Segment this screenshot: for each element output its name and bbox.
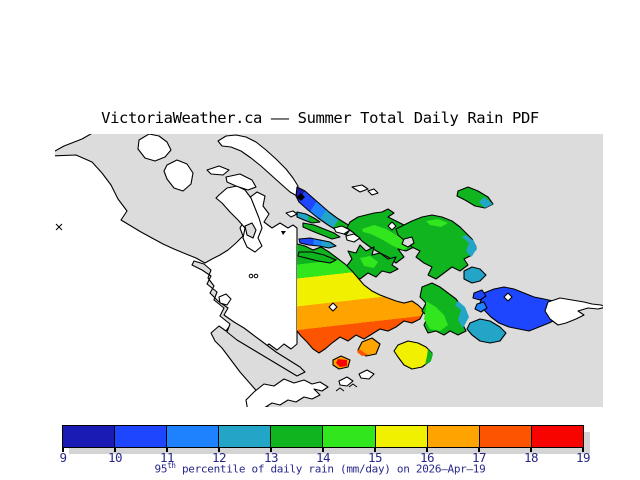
- colorbar-tick-label: 13: [263, 450, 279, 465]
- mark-dot-2: [253, 273, 259, 279]
- peninsula-coast-sliver-green: [297, 251, 337, 264]
- colorbar-tick-label: 18: [523, 450, 539, 465]
- colorbar-tick: [270, 447, 272, 452]
- peninsula-coastline: [296, 243, 425, 354]
- colorbar: [62, 425, 584, 448]
- caption-superscript: th: [167, 461, 176, 470]
- colorbar-segment-c14: [322, 426, 375, 447]
- islet-blue-frag-1: [472, 289, 487, 301]
- inlet-sea-arm: [191, 260, 306, 377]
- mark-chevron-2: [348, 383, 358, 388]
- lake-in-island: [244, 222, 257, 239]
- island-topleft-1: [137, 134, 172, 162]
- plot-title: VictoriaWeather.ca —— Summer Total Daily…: [101, 109, 539, 127]
- colorbar-tick-label: 12: [211, 450, 227, 465]
- land-northwest-corner: [55, 134, 92, 152]
- islet-bottom-2: [358, 369, 375, 380]
- island-east-lime: [426, 219, 448, 227]
- caption-base: 95: [154, 462, 168, 476]
- island-south-teal-streak: [455, 301, 469, 328]
- island-chain-lime-core: [362, 225, 411, 250]
- colorbar-segment-c10: [114, 426, 167, 447]
- station-marker-peninsula: [328, 302, 338, 312]
- sliver-island-2: [225, 173, 257, 191]
- station-marker-chain: [387, 221, 397, 231]
- colorbar-tick: [322, 447, 324, 452]
- colorbar-segment-c9: [63, 426, 115, 447]
- colorbar-tick-label: 11: [159, 450, 175, 465]
- land-east-edge: [544, 297, 603, 326]
- station-marker-navy: [297, 193, 305, 201]
- land-vancouver-island: [55, 154, 298, 407]
- islet-teal-2: [466, 318, 507, 344]
- islet-bottom-1: [338, 376, 354, 387]
- peninsula-coast-sliver-blue: [298, 237, 337, 249]
- island-spiky-lime: [360, 256, 378, 268]
- lagoon-hole: [401, 236, 415, 248]
- sliver-data-2: [302, 222, 341, 240]
- colorbar-tick-label: 16: [419, 450, 435, 465]
- colorbar-tick: [478, 447, 480, 452]
- colorbar-tick-label: 17: [471, 450, 487, 465]
- mark-chevron-1: [335, 387, 345, 392]
- islet-blue-frag-2: [474, 301, 488, 313]
- colorbar-segment-c17: [478, 426, 531, 447]
- colorbar-tick: [426, 447, 428, 452]
- colorbar-tick: [582, 447, 584, 452]
- islet-teal-1: [463, 266, 487, 284]
- peninsula-data: [297, 244, 424, 353]
- islet-near-chain-1: [333, 225, 351, 235]
- islet-red: [336, 359, 347, 367]
- sliver-data-1: [296, 211, 321, 224]
- colorbar-tick-label: 10: [107, 450, 123, 465]
- caption-rest: percentile of daily rain (mm/day) on 202…: [175, 462, 486, 476]
- island-south-lime: [424, 301, 448, 331]
- island-east-green: [395, 214, 477, 280]
- islet-yellow-green-edge: [425, 349, 433, 365]
- island-east-teal-edge: [462, 235, 477, 257]
- colorbar-tick: [374, 447, 376, 452]
- colorbar-tick-label: 19: [575, 450, 591, 465]
- colorbar-segment-c18: [530, 426, 583, 447]
- colorbar-caption: 95th percentile of daily rain (mm/day) o…: [0, 461, 640, 476]
- mark-dot-1: [248, 273, 254, 279]
- colorbar-tick-label: 9: [59, 450, 67, 465]
- colorbar-tick: [114, 447, 116, 452]
- mark-triangle: [281, 231, 286, 235]
- colorbar-tick: [166, 447, 168, 452]
- islet-near-chain-2: [345, 233, 361, 243]
- station-marker-blue: [503, 292, 513, 302]
- colorbar-tick: [218, 447, 220, 452]
- islet-near-chain-4: [367, 188, 379, 196]
- islet-orange: [357, 337, 381, 357]
- islet-orange-deep: [357, 349, 368, 356]
- land-bottom-center: [245, 378, 329, 407]
- islet-near-chain-3: [351, 184, 369, 193]
- islet-in-inlet: [218, 293, 232, 306]
- colorbar-segment-c11: [166, 426, 219, 447]
- colorbar-segment-c16: [426, 426, 479, 447]
- sliver-island-1: [206, 165, 230, 176]
- islet-northeast-teal: [479, 197, 493, 208]
- colorbar-segment-c13: [270, 426, 323, 447]
- colorbar-segment-c12: [218, 426, 271, 447]
- colorbar-tick: [62, 447, 64, 452]
- colorbar-segment-c15: [374, 426, 427, 447]
- mark-x-west: [55, 223, 63, 231]
- colorbar-tick-label: 14: [315, 450, 331, 465]
- colorbar-tick-label: 15: [367, 450, 383, 465]
- colorbar-tick: [530, 447, 532, 452]
- island-topleft-2: [163, 159, 194, 192]
